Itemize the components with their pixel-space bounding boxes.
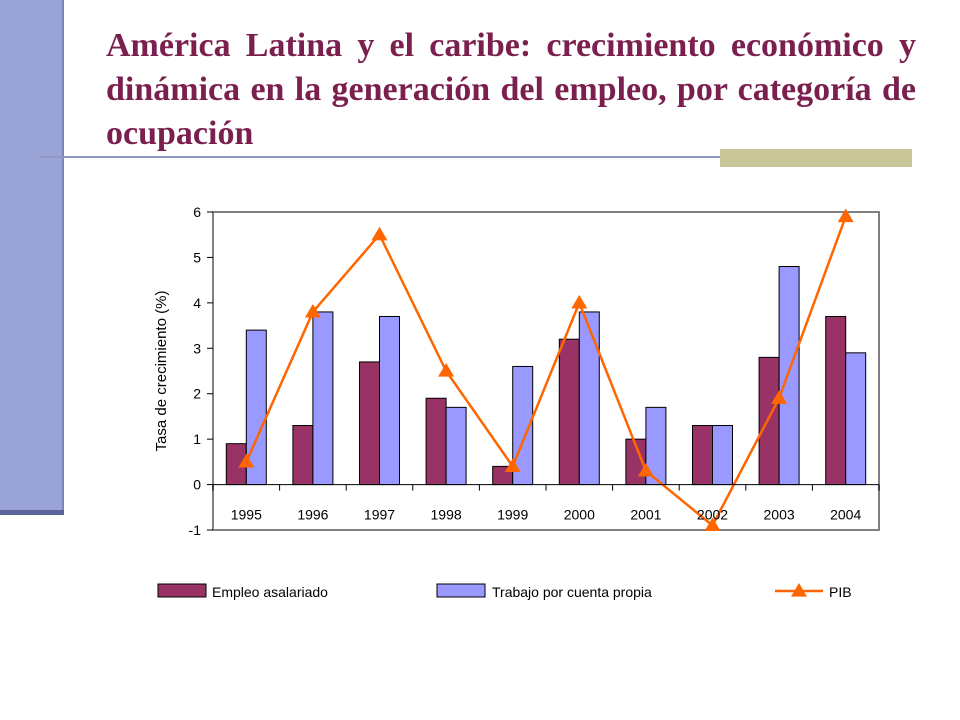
bar-cuenta-propia-2003 <box>778 266 800 486</box>
pib-point-1999 <box>504 458 521 472</box>
y-tick-label: 2 <box>193 386 201 402</box>
pib-point-2000 <box>571 294 588 309</box>
x-tick-label: 2002 <box>697 507 728 523</box>
y-tick-label: -1 <box>189 522 202 538</box>
bar-empleo-asalariado-2000 <box>558 338 580 486</box>
y-tick-label: 3 <box>193 340 201 356</box>
y-tick-label: 0 <box>193 477 201 493</box>
x-tick-label: 2003 <box>764 507 795 523</box>
y-tick-label: 6 <box>193 204 201 220</box>
pib-line-group <box>238 208 854 532</box>
axes-group: -1 0 1 2 3 4 5 6 Tasa de crecimiento (%) 1995 1996… <box>153 204 880 538</box>
pib-point-2002 <box>704 517 721 532</box>
legend-swatch-0 <box>157 583 207 598</box>
bar-cuenta-propia-2002 <box>712 425 733 486</box>
legend-label-2: PIB <box>829 584 852 600</box>
x-tick-label: 1999 <box>497 507 528 523</box>
x-tick-label: 1996 <box>297 507 328 523</box>
legend-label-1: Trabajo por cuenta propia <box>492 584 652 600</box>
x-tick-label: 2001 <box>630 507 661 523</box>
y-axis-title: Tasa de crecimiento (%) <box>153 291 170 452</box>
side-decoration-bar <box>0 0 64 512</box>
x-tick-label: 2004 <box>830 507 861 523</box>
bar-cuenta-propia-2004 <box>845 352 867 486</box>
x-tick-label: 1995 <box>231 507 262 523</box>
bar-empleo-asalariado-2002 <box>692 425 713 486</box>
x-tick-label: 1998 <box>431 507 462 523</box>
pib-line <box>245 216 847 528</box>
pib-point-1995 <box>238 453 255 468</box>
pib-point-2004 <box>837 208 854 223</box>
title-underline <box>40 156 912 158</box>
pib-point-2003 <box>771 390 788 404</box>
bar-cuenta-propia-2000 <box>578 311 600 486</box>
y-tick-label: 5 <box>193 249 201 265</box>
legend: Empleo asalariado Trabajo por cuenta prop… <box>157 583 852 600</box>
y-tick-label: 1 <box>193 431 201 447</box>
pib-point-2001 <box>637 462 654 477</box>
x-tick-label: 2000 <box>564 507 595 523</box>
bar-cuenta-propia-1996 <box>312 311 334 486</box>
y-tick-label: 4 <box>193 295 201 311</box>
bar-cuenta-propia-1997 <box>379 315 400 486</box>
bar-empleo-asalariado-1996 <box>292 425 314 486</box>
bar-empleo-asalariado-1998 <box>425 397 447 486</box>
slide-title: América Latina y el caribe: crecimiento … <box>106 27 916 152</box>
bar-empleo-asalariado-2004 <box>825 315 847 486</box>
legend-swatch-1 <box>436 583 486 598</box>
pib-point-1998 <box>438 363 455 377</box>
legend-swatch-marker <box>791 583 807 597</box>
accent-box <box>720 149 912 167</box>
bar-empleo-asalariado-1997 <box>359 361 380 486</box>
bar-cuenta-propia-1998 <box>445 406 467 486</box>
x-tick-label: 1997 <box>364 507 395 523</box>
pib-point-1996 <box>304 303 321 318</box>
pib-point-1997 <box>371 226 388 241</box>
bar-empleo-asalariado-2003 <box>758 356 780 486</box>
bars-group <box>225 266 867 486</box>
side-bar-shadow <box>0 510 64 515</box>
legend-label-0: Empleo asalariado <box>212 584 328 600</box>
